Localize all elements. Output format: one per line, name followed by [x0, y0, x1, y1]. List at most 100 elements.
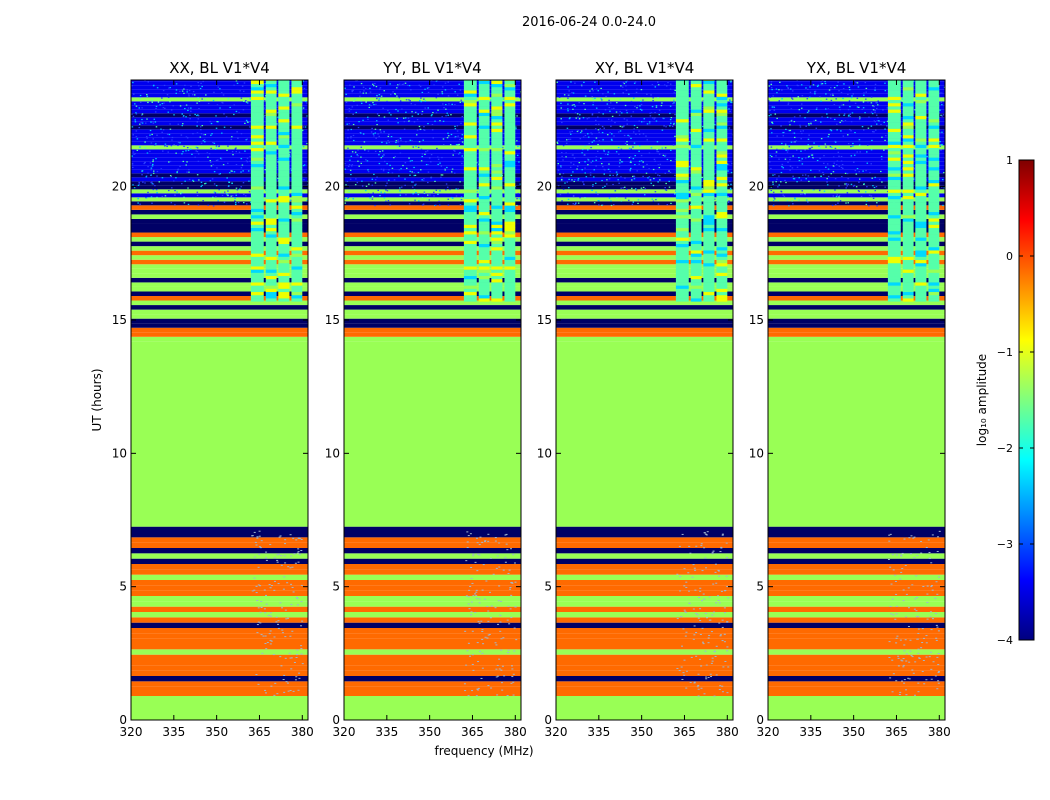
rfi-column: [703, 208, 715, 213]
noise-pixel: [852, 145, 854, 147]
rfi-column: [690, 141, 702, 145]
noise-pixel: [161, 131, 163, 133]
rfi-column: [690, 275, 702, 280]
rfi-dot: [486, 606, 489, 608]
rfi-dot: [279, 602, 282, 604]
rfi-column: [491, 192, 503, 197]
x-tick-label: 380: [504, 725, 527, 739]
rfi-column: [928, 138, 940, 142]
noise-pixel: [613, 107, 615, 109]
heatmap-band: [556, 125, 733, 130]
noise-pixel: [346, 180, 349, 183]
heatmap-band: [131, 250, 308, 256]
noise-pixel: [557, 169, 560, 171]
rfi-dot: [265, 603, 268, 605]
rfi-dot: [475, 594, 478, 596]
noise-pixel: [796, 166, 799, 168]
noise-pixel: [865, 91, 867, 93]
rfi-column: [478, 182, 490, 187]
rfi-dot: [726, 646, 729, 648]
noise-pixel: [818, 145, 820, 147]
rfi-column: [716, 112, 728, 117]
noise-pixel: [805, 178, 807, 180]
heatmap-band: [344, 537, 521, 543]
noise-pixel: [638, 130, 640, 132]
noise-pixel: [784, 143, 787, 145]
noise-pixel: [664, 172, 667, 174]
rfi-dot: [700, 543, 703, 545]
rfi-column: [250, 253, 264, 257]
rfi-column: [278, 106, 290, 110]
rfi-column: [478, 99, 490, 104]
heatmap-band: [768, 129, 945, 134]
rfi-column: [250, 109, 264, 113]
noise-pixel: [385, 189, 387, 191]
noise-pixel: [246, 138, 249, 140]
rfi-dot: [269, 630, 272, 632]
rfi-column: [278, 86, 290, 91]
noise-pixel: [214, 192, 217, 194]
noise-pixel: [658, 175, 661, 177]
rfi-column: [690, 102, 702, 107]
rfi-column: [504, 272, 516, 277]
noise-pixel: [914, 109, 916, 111]
noise-pixel: [577, 202, 580, 204]
rfi-dot: [275, 616, 278, 618]
noise-pixel: [730, 80, 732, 82]
rfi-column: [478, 128, 490, 133]
noise-pixel: [788, 146, 791, 148]
noise-pixel: [516, 154, 519, 156]
rfi-dot: [300, 539, 303, 541]
noise-pixel: [175, 177, 177, 179]
rfi-column: [928, 221, 940, 225]
rfi-dot: [290, 603, 293, 605]
noise-pixel: [813, 142, 815, 144]
noise-pixel: [516, 204, 518, 207]
noise-pixel: [368, 106, 371, 109]
rfi-column: [504, 141, 516, 145]
heatmap-band: [344, 318, 521, 324]
rfi-column: [928, 198, 940, 203]
noise-pixel: [842, 135, 845, 137]
rfi-column: [690, 224, 702, 229]
rfi-dot: [500, 638, 503, 640]
noise-pixel: [575, 117, 578, 119]
noise-pixel: [785, 181, 787, 184]
noise-pixel: [168, 87, 170, 89]
noise-pixel: [210, 165, 213, 167]
noise-pixel: [403, 128, 406, 130]
rfi-column: [690, 150, 702, 155]
rfi-column: [250, 246, 264, 251]
noise-pixel: [369, 91, 372, 93]
rfi-column: [675, 246, 689, 251]
rfi-column: [716, 282, 728, 286]
heatmap-band: [768, 660, 945, 666]
noise-pixel: [626, 119, 628, 121]
noise-pixel: [792, 175, 794, 177]
rfi-column: [902, 186, 914, 190]
rfi-column: [265, 83, 277, 88]
noise-pixel: [847, 109, 850, 111]
noise-pixel: [183, 196, 185, 198]
heatmap-band: [556, 314, 733, 319]
rfi-column: [278, 234, 290, 238]
rfi-dot: [707, 637, 710, 639]
rfi-dot: [925, 635, 928, 637]
noise-pixel: [367, 171, 370, 173]
noise-pixel: [461, 162, 463, 165]
rfi-dot: [285, 618, 288, 620]
noise-pixel: [872, 109, 875, 111]
noise-pixel: [378, 94, 381, 96]
rfi-column: [887, 160, 901, 165]
rfi-dot: [500, 669, 503, 671]
rfi-column: [915, 208, 927, 213]
rfi-dot: [481, 667, 484, 669]
rfi-column: [915, 240, 927, 245]
rfi-column: [278, 288, 290, 293]
noise-pixel: [577, 179, 579, 181]
noise-pixel: [345, 116, 348, 119]
rfi-column: [887, 269, 901, 273]
noise-pixel: [800, 103, 803, 105]
rfi-column: [491, 150, 503, 155]
rfi-column: [265, 285, 277, 289]
